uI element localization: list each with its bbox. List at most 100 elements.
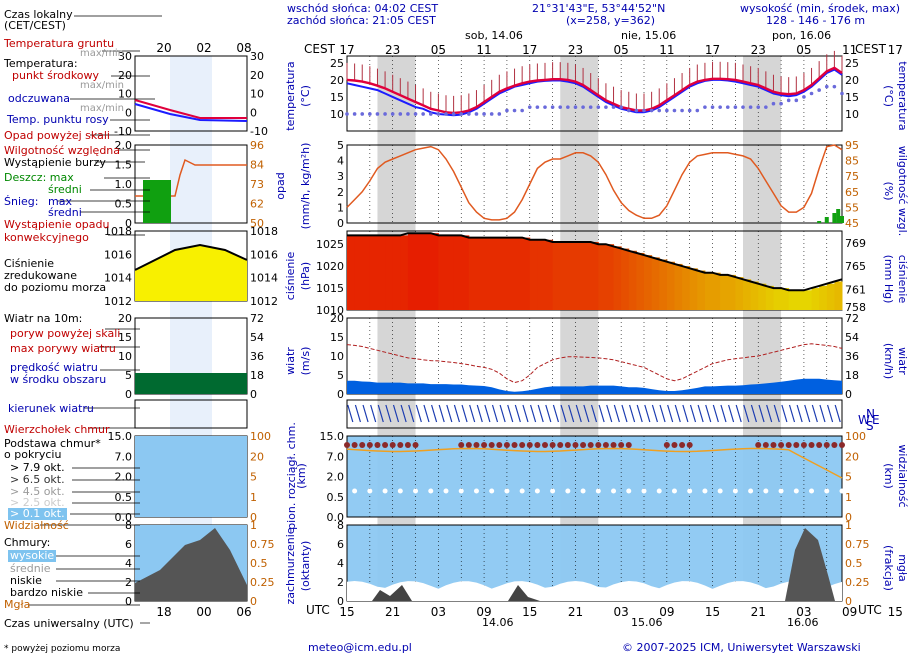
feels-like-line <box>346 68 843 117</box>
axis-unit-fraction: (frakcja) <box>882 545 895 591</box>
legend-temp-tick-right: 10 <box>250 88 264 101</box>
cloud-top-dot <box>534 442 541 448</box>
legend-cet-cest: (CET/CEST) <box>4 19 66 32</box>
wind-direction-arrow <box>766 404 773 423</box>
pressure-column <box>666 261 675 310</box>
panel-frame-dir <box>346 399 843 429</box>
cloud-low-layer <box>785 528 835 601</box>
wind-direction-arrow <box>347 404 354 423</box>
wind-tick: 10 <box>330 350 344 363</box>
legend-cloud-tick: 0.5 <box>115 491 133 504</box>
cloud-top-dot <box>503 442 510 448</box>
cest-tick: 17 <box>888 43 903 57</box>
pressure-column <box>407 233 417 310</box>
wind-direction-arrow <box>629 404 636 423</box>
cloud-base-dot <box>473 488 479 494</box>
legend-wind-tick: 10 <box>118 350 132 363</box>
legend-temp-line <box>134 99 247 119</box>
wind-direction-arrow <box>819 404 826 423</box>
legend-okt-79: > 7.9 okt. <box>10 461 65 474</box>
pressure-column <box>552 241 561 310</box>
legend-fraction-tick: 0 <box>250 595 257 608</box>
background-layer <box>377 56 782 601</box>
precip-tick: 0 <box>337 217 344 230</box>
wind-direction-arrow <box>613 404 620 423</box>
dew-point-dot <box>687 108 692 113</box>
cest-tick: 11 <box>659 43 674 57</box>
legend-precip-tick: 2.0 <box>115 139 133 152</box>
cloud-top-dot <box>785 442 792 448</box>
pressure-column <box>446 235 455 310</box>
email-link[interactable]: meteo@icm.edu.pl <box>308 641 412 654</box>
legend-kmh-tick: 72 <box>250 312 264 325</box>
cloud-base-dot <box>839 488 845 494</box>
temp-tick: 10 <box>330 108 344 121</box>
pressure-column <box>514 237 523 310</box>
grid-text: (x=258, y=362) <box>566 14 656 27</box>
legend-precip-tick: 1.0 <box>115 178 133 191</box>
pressure-column <box>377 235 386 310</box>
dew-point-dot <box>451 112 456 116</box>
legend-cisnienie-1: Ciśnienie <box>4 257 55 270</box>
dew-point-dot <box>352 112 357 116</box>
wind-direction-arrow <box>750 404 757 423</box>
utc-tick: 15 <box>705 605 720 619</box>
kmh-tick: 54 <box>845 331 859 344</box>
cest-tick: 17 <box>522 43 537 57</box>
utc-tick: 03 <box>796 605 811 619</box>
dew-point-dot <box>383 112 387 116</box>
cest-label-right: CEST <box>855 42 886 56</box>
pressure-column <box>781 288 790 310</box>
dew-point-dot <box>741 105 745 109</box>
legend-snieg-sredni: średni <box>48 206 82 219</box>
temp-tick-right: 20 <box>845 74 859 87</box>
dew-point-dot <box>809 91 814 96</box>
wind-tick: 20 <box>330 312 344 325</box>
axis-unit-cloudiness: (oktanty) <box>299 540 312 592</box>
cloud-top-dot <box>778 442 785 448</box>
cloud-base-dot <box>382 488 388 494</box>
precip-tick: 2 <box>337 186 344 199</box>
legend-fraction-tick: 0.5 <box>250 557 268 570</box>
cloud-base-dot <box>519 488 525 494</box>
compass-w: W <box>858 413 870 427</box>
legend-temp-tick: 20 <box>118 69 132 82</box>
humidity-tick: 95 <box>845 139 859 152</box>
legend-max-min-3: max/min <box>80 103 125 114</box>
pressure-column <box>834 281 843 310</box>
dew-point-dot <box>672 108 677 113</box>
dew-point-dot <box>543 105 547 109</box>
wind-direction-arrow <box>583 404 590 423</box>
pressure-column <box>590 241 599 310</box>
temp-tick-right: 15 <box>845 91 859 104</box>
legend-temp-tick: 0 <box>125 106 132 119</box>
axis-title-humidity: wilgotność wzgl. <box>896 145 909 237</box>
cest-tick: 17 <box>339 43 354 57</box>
temp-tick-right: 25 <box>845 57 859 70</box>
legend-odczuwana: odczuwana <box>8 92 70 105</box>
dew-point-dot <box>794 98 799 103</box>
wind-direction-arrow <box>636 404 643 423</box>
legend-humidity-tick: 50 <box>250 217 264 230</box>
wind-direction-arrow <box>453 404 460 423</box>
cest-tick: 05 <box>796 43 811 57</box>
cloud-top-dot <box>602 442 609 448</box>
wind-direction-arrow <box>697 404 704 423</box>
legend-humidity-tick: 73 <box>250 178 264 191</box>
wind-direction-arrow <box>689 404 697 423</box>
axis-unit-temperature: (°C) <box>299 85 312 107</box>
temp-tick: 15 <box>330 91 344 104</box>
pressure-column <box>567 241 576 310</box>
cloud-base-dot <box>443 488 449 494</box>
wind-direction-arrow <box>804 404 811 423</box>
legend-mgla: Mgła <box>4 598 31 611</box>
precip-tick: 5 <box>337 139 344 152</box>
cloud-top-dot <box>549 442 556 448</box>
legend-cisnienie-3: do poziomu morza <box>4 281 107 294</box>
temperature-line <box>346 66 843 115</box>
legend-precip-tick: 0 <box>125 217 132 230</box>
dew-point-dot <box>634 108 639 113</box>
axis-title-temperature-right: temperatura <box>896 61 909 131</box>
temp-tick: 20 <box>330 74 344 87</box>
legend-pressure-tick-right: 1014 <box>250 272 278 285</box>
